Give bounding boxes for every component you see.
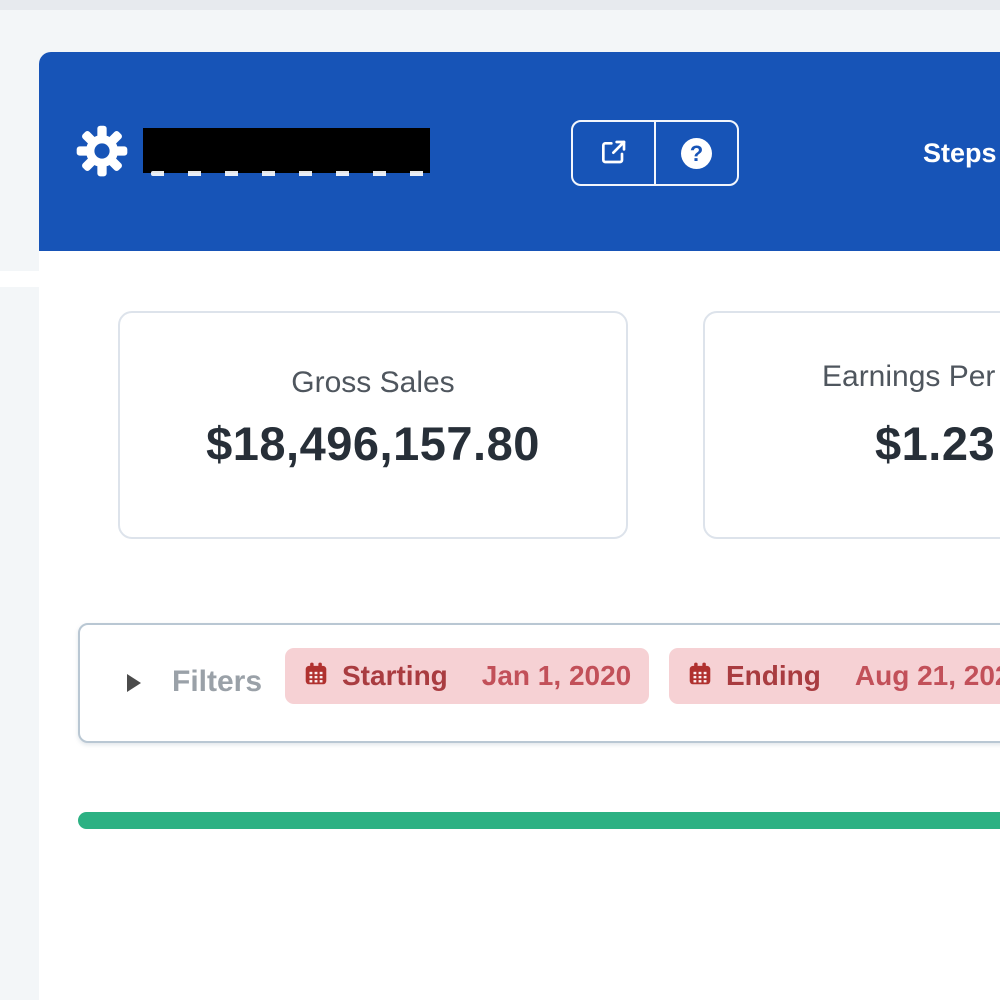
filters-toggle-label[interactable]: Filters: [172, 665, 263, 698]
filters-bar: Filters Starting Jan 1, 20: [78, 623, 1000, 743]
calendar-icon: [687, 661, 713, 692]
button-divider: [654, 122, 656, 184]
redacted-title: [143, 128, 430, 173]
calendar-icon: [303, 661, 329, 692]
open-external-button[interactable]: [573, 122, 654, 184]
filter-chip-field: Starting: [342, 660, 448, 691]
redacted-title-descenders: [151, 171, 433, 176]
progress-bar: [78, 812, 1000, 829]
top-strip: [0, 0, 1000, 10]
filter-chip-value: Aug 21, 2020: [854, 660, 1000, 691]
metric-card-gross-sales: Gross Sales $18,496,157.80: [118, 311, 628, 539]
caret-right-icon[interactable]: [127, 674, 141, 692]
metric-value: $18,496,157.80: [206, 416, 540, 470]
metric-value: $1.23: [875, 417, 996, 470]
metric-label: Earnings Per: [822, 360, 996, 393]
metric-label: Gross Sales: [291, 365, 455, 399]
settings-gear-icon[interactable]: [75, 124, 129, 178]
filter-chip-field: Ending: [726, 660, 821, 691]
header-button-group: ?: [571, 120, 739, 186]
filter-chip-starting[interactable]: Starting Jan 1, 2020: [285, 648, 650, 704]
external-link-icon: [598, 136, 630, 171]
question-icon: ?: [681, 137, 712, 169]
metric-card-earnings-per: Earnings Per $1.23: [703, 311, 1000, 539]
steps-nav-label[interactable]: Steps: [923, 138, 997, 168]
app-header: ? Steps: [39, 52, 1000, 251]
background-gap-band: [0, 271, 39, 287]
main-panel: ? Steps Gross Sales $18,496,157.80 Earni…: [39, 52, 1000, 1000]
filter-chip-ending[interactable]: Ending Aug 21, 2020: [669, 648, 1000, 704]
filter-chip-value: Jan 1, 2020: [481, 660, 632, 691]
help-button[interactable]: ?: [656, 122, 737, 184]
